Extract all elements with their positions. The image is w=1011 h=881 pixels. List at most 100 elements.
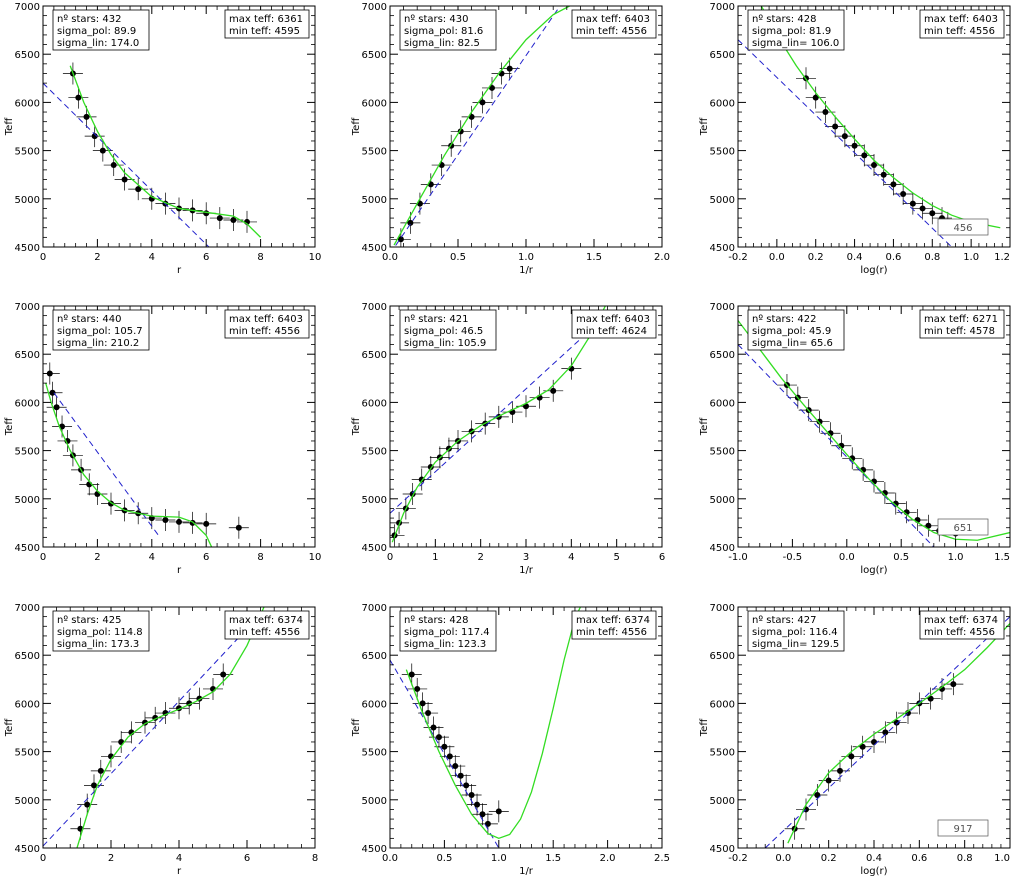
y-axis-label: Teff: [699, 117, 710, 137]
data-point: [49, 389, 56, 396]
stats-line: sigma_lin= 65.6: [752, 338, 833, 349]
data-point: [425, 710, 432, 717]
y-tick-label: 6000: [362, 398, 387, 409]
x-tick-label: 0.5: [436, 853, 452, 864]
y-tick-label: 6500: [15, 50, 40, 61]
y-tick-label: 6000: [710, 398, 735, 409]
x-tick-label: 10: [309, 552, 322, 563]
data-point: [452, 763, 459, 770]
data-point: [506, 65, 513, 72]
teff-box: [224, 610, 310, 640]
stats-line: sigma_lin: 123.3: [404, 639, 486, 650]
x-axis-label: r: [177, 565, 182, 576]
y-tick-label: 6500: [710, 350, 735, 361]
y-tick-label: 5000: [710, 195, 735, 206]
teff-line: min teff: 4556: [924, 26, 995, 37]
plot-frame: [737, 305, 1011, 548]
plot-data: [43, 62, 262, 247]
stats-box: [399, 309, 497, 351]
data-point: [841, 133, 848, 140]
polynomial-fit-line: [76, 607, 265, 848]
data-point: [929, 210, 936, 217]
x-axis-label: r: [177, 265, 182, 276]
x-tick-label: 2.0: [600, 853, 616, 864]
teff-line: max teff: 6403: [576, 14, 650, 25]
plot-data: [390, 6, 570, 247]
data-point: [859, 743, 866, 750]
stats-line: sigma_lin: 174.0: [57, 38, 139, 49]
data-point: [849, 455, 856, 462]
y-tick-label: 5500: [710, 147, 735, 158]
polynomial-fit-line: [393, 6, 570, 246]
y-tick-label: 5000: [15, 195, 40, 206]
x-tick-label: 0.0: [839, 552, 855, 563]
y-tick-label: 5000: [362, 195, 387, 206]
data-point: [230, 217, 237, 224]
stats-line: sigma_pol: 46.5: [404, 326, 483, 337]
plot-frame: [42, 5, 316, 248]
teff-box: [571, 9, 657, 39]
data-point: [121, 176, 128, 183]
plot-data: [764, 616, 1010, 848]
teff-line: min teff: 4556: [576, 627, 647, 638]
x-tick-label: 6: [244, 853, 250, 864]
data-point: [463, 782, 470, 789]
y-tick-label: 6500: [15, 651, 40, 662]
x-tick-label: 0.0: [775, 853, 791, 864]
y-tick-label: 4500: [15, 543, 40, 554]
plot-data: [43, 362, 249, 547]
data-point: [162, 517, 169, 524]
linear-fit-line: [394, 6, 561, 247]
x-tick-label: 0.2: [808, 252, 824, 263]
x-axis-label: 1/r: [519, 565, 534, 576]
x-tick-label: 1.0: [518, 252, 534, 263]
y-tick-label: 6500: [362, 350, 387, 361]
panel-4: 0 2 4 6 8 10 4500 5000 5500 6000 6500 7000 r Teff nº s…: [4, 302, 321, 576]
x-tick-label: 8: [257, 252, 263, 263]
stats-line: nº stars: 427: [752, 615, 816, 626]
stats-line: sigma_pol: 117.4: [404, 627, 490, 638]
x-tick-label: -1.0: [728, 552, 748, 563]
stats-line: sigma_lin: 82.5: [404, 38, 480, 49]
teff-line: min teff: 4556: [924, 627, 995, 638]
plot-data: [390, 306, 606, 547]
y-tick-label: 6500: [362, 50, 387, 61]
data-point: [848, 753, 855, 760]
data-point: [825, 777, 832, 784]
stats-line: sigma_pol: 116.4: [752, 627, 838, 638]
polynomial-fit-line: [69, 65, 262, 238]
x-tick-label: -0.5: [783, 552, 803, 563]
data-point: [46, 370, 53, 377]
plot-frame: [42, 305, 316, 548]
count-badge: [937, 518, 989, 536]
teff-line: min teff: 4595: [229, 26, 300, 37]
data-point: [812, 94, 819, 101]
data-point: [110, 162, 117, 169]
teff-line: min teff: 4556: [576, 26, 647, 37]
stats-line: nº stars: 428: [752, 14, 816, 25]
count-badge-text: 917: [953, 824, 972, 835]
y-tick-label: 4500: [710, 844, 735, 855]
data-point: [203, 520, 210, 527]
data-point: [435, 734, 442, 741]
y-axis-label: Teff: [699, 417, 710, 437]
teff-box: [919, 9, 1005, 39]
data-point: [892, 500, 899, 507]
x-tick-label: 0.6: [885, 252, 901, 263]
stats-line: sigma_lin: 173.3: [57, 639, 139, 650]
teff-line: max teff: 6361: [229, 14, 303, 25]
x-tick-label: 2: [94, 252, 100, 263]
x-tick-label: 0: [40, 552, 46, 563]
data-point: [235, 524, 242, 531]
count-badge: [937, 218, 989, 236]
data-point: [550, 387, 557, 394]
x-tick-label: 2.5: [654, 853, 670, 864]
data-point: [97, 767, 104, 774]
x-axis-label: log(r): [860, 565, 887, 576]
stats-box: [747, 309, 845, 351]
data-point: [176, 518, 182, 525]
linear-fit-line: [764, 616, 1010, 848]
y-tick-label: 6000: [15, 699, 40, 710]
x-tick-label: 0.8: [924, 252, 940, 263]
y-tick-label: 5500: [710, 748, 735, 759]
